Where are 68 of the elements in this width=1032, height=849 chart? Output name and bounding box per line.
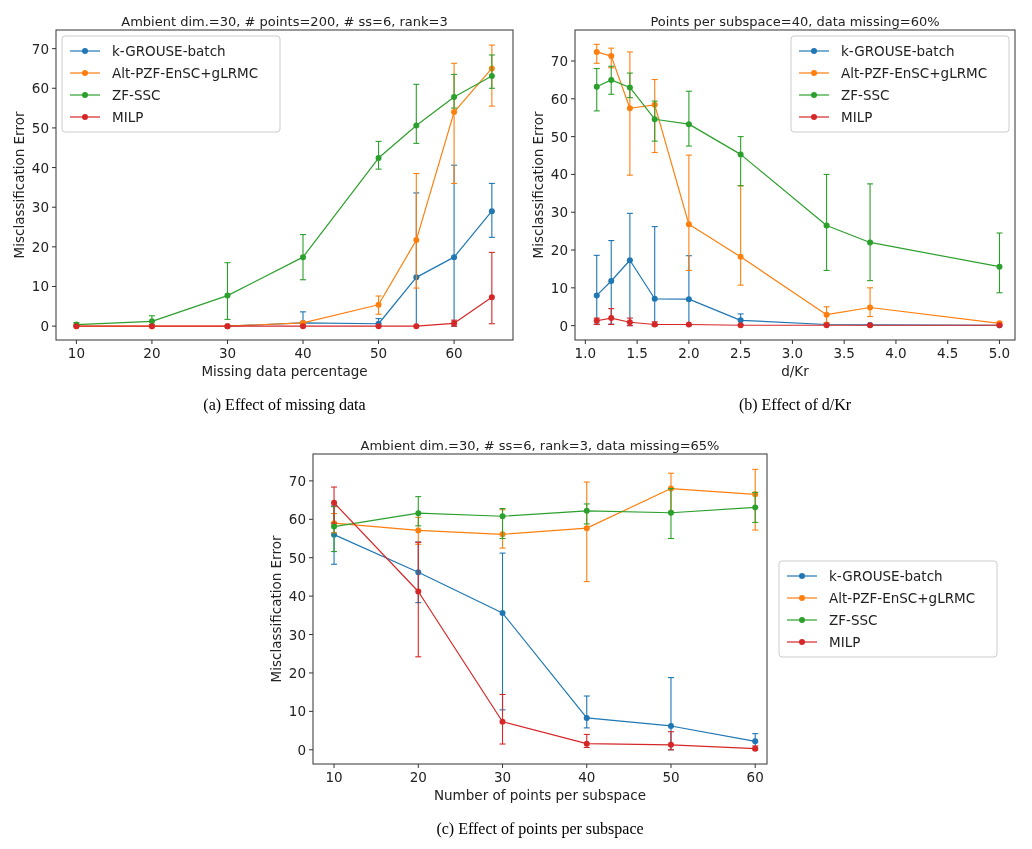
legend-label: Alt-PZF-EnSC+gLRMC — [829, 590, 976, 606]
y-tick-label: 60 — [31, 80, 49, 97]
x-tick-label: 2.5 — [729, 345, 752, 361]
y-tick-label: 0 — [297, 741, 306, 758]
x-tick-label: 3.0 — [781, 345, 804, 361]
x-tick-label: 4.5 — [936, 345, 959, 361]
y-axis-title: Misclassification Error — [268, 535, 284, 683]
legend-label: Alt-PZF-EnSC+gLRMC — [112, 65, 259, 81]
legend-label: k-GROUSE-batch — [112, 43, 226, 59]
y-tick-label: 10 — [288, 703, 306, 720]
chart-title: Points per subspace=40, data missing=60% — [650, 14, 940, 29]
legend-label: ZF-SSC — [841, 87, 890, 103]
y-tick-label: 50 — [288, 549, 306, 566]
x-tick-label: 1.5 — [626, 345, 648, 361]
legend-label: ZF-SSC — [112, 87, 161, 103]
y-axis-title: Misclassification Error — [530, 111, 546, 259]
y-tick-label: 20 — [550, 242, 568, 259]
chart-title: Ambient dim.=30, # ss=6, rank=3, data missing=65% — [360, 438, 720, 453]
text: (b) Effect of d/Kr — [738, 396, 852, 414]
legend-label: MILP — [841, 109, 873, 125]
x-tick-label: 60 — [445, 345, 463, 361]
x-tick-label: 10 — [67, 345, 85, 361]
y-tick-label: 70 — [288, 472, 306, 489]
y-tick-label: 40 — [550, 166, 568, 183]
y-tick-label: 10 — [550, 279, 568, 296]
legend-label: k-GROUSE-batch — [841, 43, 955, 59]
x-axis-title: Number of points per subspace — [433, 787, 647, 803]
y-tick-label: 70 — [550, 53, 568, 69]
y-tick-label: 0 — [40, 318, 49, 335]
x-tick-label: 40 — [578, 769, 596, 785]
x-tick-label: 5.0 — [988, 345, 1011, 361]
x-tick-label: 3.5 — [833, 345, 855, 361]
legend-label: k-GROUSE-batch — [829, 568, 943, 584]
y-tick-label: 50 — [550, 128, 568, 145]
x-axis-title: d/Kr — [781, 363, 810, 379]
y-tick-label: 30 — [288, 626, 306, 643]
x-tick-label: 30 — [493, 769, 512, 785]
legend-label: MILP — [829, 634, 861, 650]
y-tick-label: 70 — [31, 40, 49, 57]
y-tick-label: 10 — [31, 278, 49, 295]
y-tick-label: 60 — [288, 511, 306, 528]
x-tick-label: 50 — [369, 345, 388, 361]
text: (c) Effect of points per subspace — [436, 820, 644, 838]
y-tick-label: 50 — [31, 119, 49, 136]
legend-label: Alt-PZF-EnSC+gLRMC — [841, 65, 988, 81]
x-tick-label: 20 — [143, 345, 161, 361]
x-tick-label: 50 — [662, 769, 680, 785]
x-tick-label: 20 — [409, 769, 427, 785]
text: (a) Effect of missing data — [203, 396, 366, 414]
y-tick-label: 30 — [31, 199, 49, 216]
x-axis-title: Missing data percentage — [201, 363, 368, 379]
y-tick-label: 0 — [559, 317, 568, 334]
x-tick-label: 1.0 — [574, 345, 597, 361]
x-tick-label: 10 — [325, 769, 343, 785]
legend-label: MILP — [112, 109, 144, 125]
x-tick-label: 30 — [218, 345, 237, 361]
x-tick-label: 4.0 — [885, 345, 907, 361]
y-tick-label: 40 — [288, 588, 306, 605]
y-tick-label: 20 — [288, 664, 306, 681]
y-tick-label: 60 — [550, 90, 568, 107]
y-tick-label: 20 — [31, 238, 49, 255]
y-tick-label: 40 — [31, 159, 49, 176]
x-tick-label: 2.0 — [678, 345, 700, 361]
chart-title: Ambient dim.=30, # points=200, # ss=6, rank=3 — [121, 14, 448, 29]
y-axis-title: Misclassification Error — [11, 111, 27, 259]
y-tick-label: 30 — [550, 204, 568, 221]
legend-label: ZF-SSC — [829, 612, 878, 628]
x-tick-label: 60 — [746, 769, 764, 785]
